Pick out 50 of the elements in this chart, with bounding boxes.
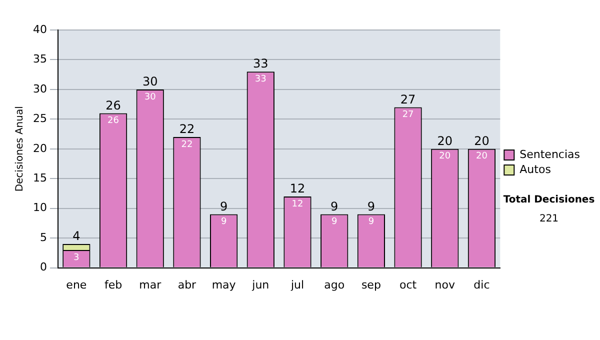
total-label: 30	[142, 74, 158, 89]
y-tick-label: 35	[32, 52, 47, 66]
x-tick-label: dic	[474, 278, 490, 292]
y-tick-label: 10	[32, 201, 47, 214]
x-tick-label: jun	[251, 278, 270, 292]
x-tick-label: ago	[324, 278, 345, 292]
data-label: 9	[368, 217, 374, 228]
x-tick-label: jul	[290, 278, 304, 292]
y-tick-label: 5	[40, 230, 47, 244]
data-label: 22	[181, 140, 193, 150]
data-label: 33	[254, 74, 266, 84]
total-label: 27	[400, 92, 416, 106]
legend-label: Sentencias	[520, 148, 580, 161]
data-label: 12	[292, 199, 304, 210]
total-label: 9	[367, 199, 376, 214]
y-tick-label: 20	[32, 142, 47, 155]
y-tick-label: 15	[32, 171, 47, 184]
total-label: 20	[474, 134, 490, 148]
x-tick-label: abr	[178, 278, 197, 292]
y-tick-label: 25	[32, 112, 47, 126]
x-tick-label: sep	[361, 278, 381, 292]
total-label: 33	[253, 56, 268, 71]
text: 221	[539, 214, 559, 225]
x-tick-label: may	[212, 278, 236, 292]
x-tick-label: nov	[434, 278, 456, 292]
legend-label: Autos	[520, 162, 552, 176]
total-label: 4	[72, 229, 80, 244]
data-label: 30	[144, 92, 156, 102]
data-label: 27	[402, 110, 414, 120]
y-axis-title: Decisiones Anual	[14, 106, 26, 192]
text: Total Decisiones	[503, 194, 595, 206]
total-label: 26	[106, 98, 121, 112]
data-label: 9	[331, 217, 338, 228]
data-label: 20	[439, 152, 451, 162]
total-label: 20	[437, 134, 453, 148]
x-tick-label: ene	[66, 278, 87, 292]
y-tick-label: 30	[32, 82, 47, 96]
y-tick-label: 0	[40, 260, 47, 274]
x-tick-label: mar	[139, 278, 162, 292]
data-label: 20	[476, 152, 488, 162]
x-tick-label: feb	[104, 278, 122, 292]
data-label: 26	[108, 116, 120, 126]
total-label: 9	[330, 199, 338, 214]
total-label: 22	[179, 122, 195, 136]
data-label: 9	[220, 217, 227, 228]
x-tick-label: oct	[399, 278, 418, 292]
y-tick-label: 40	[32, 22, 47, 36]
total-label: 12	[290, 182, 306, 196]
data-label: 3	[74, 252, 80, 263]
total-label: 9	[220, 199, 228, 214]
